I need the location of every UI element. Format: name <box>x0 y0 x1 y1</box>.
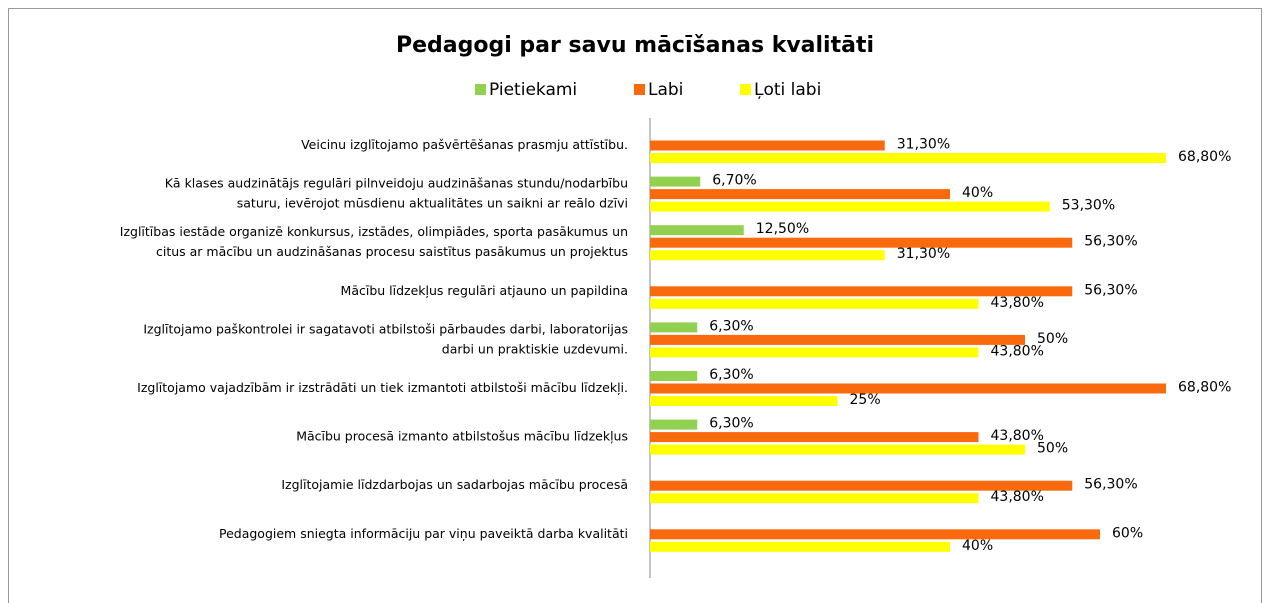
legend-label: Labi <box>648 80 683 100</box>
value-label: 25% <box>850 392 881 408</box>
category-label: Mācību līdzekļus regulāri atjauno un pap… <box>341 283 628 298</box>
bar <box>650 225 744 236</box>
value-label: 68,80% <box>1178 149 1231 165</box>
bar <box>650 529 1100 540</box>
value-label: 6,30% <box>709 367 753 383</box>
category-label: Veicinu izglītojamo pašvērtēšanas prasmj… <box>301 137 628 152</box>
category-label: Izglītojamo vajadzībām ir izstrādāti un … <box>137 380 628 395</box>
value-label: 56,30% <box>1084 477 1137 493</box>
bar <box>650 153 1166 163</box>
value-label: 31,30% <box>897 137 950 153</box>
value-label: 68,80% <box>1178 380 1231 396</box>
bar <box>650 480 1073 491</box>
bar <box>650 347 979 358</box>
legend-swatch <box>634 84 645 95</box>
bar <box>650 419 698 430</box>
category-label: saturu, ievērojot mūsdienu aktualitātes … <box>237 196 628 211</box>
value-label: 43,80% <box>991 428 1044 444</box>
value-label: 56,30% <box>1084 282 1137 298</box>
chart-title: Pedagogi par savu mācīšanas kvalitāti <box>396 33 874 58</box>
legend-swatch <box>475 84 486 95</box>
value-label: 43,80% <box>991 343 1044 359</box>
value-label: 31,30% <box>897 246 950 262</box>
value-label: 6,30% <box>709 318 753 334</box>
bar <box>650 140 885 151</box>
category-label: Mācību procesā izmanto atbilstošus mācīb… <box>296 429 628 444</box>
bar <box>650 176 701 187</box>
category-label: Izglītojamie līdzdarbojas un sadarbojas … <box>281 477 628 492</box>
bar <box>650 432 979 443</box>
bar <box>650 189 950 200</box>
bar <box>650 371 698 381</box>
value-label: 56,30% <box>1084 234 1137 250</box>
bar <box>650 298 979 309</box>
value-label: 43,80% <box>991 295 1044 311</box>
bar <box>650 493 979 504</box>
value-label: 50% <box>1037 331 1068 347</box>
legend-label: Pietiekami <box>489 80 577 100</box>
category-label: Izglītības iestāde organizē konkursus, i… <box>120 224 628 239</box>
value-label: 43,80% <box>991 489 1044 505</box>
bar <box>650 237 1073 248</box>
value-label: 6,30% <box>709 416 753 432</box>
value-label: 6,70% <box>712 173 756 189</box>
bar <box>650 444 1025 455</box>
category-label: Izglītojamo paškontrolei ir sagatavoti a… <box>143 321 628 336</box>
value-label: 60% <box>1112 525 1143 541</box>
bar <box>650 541 950 552</box>
category-label: Pedagogiem sniegta informāciju par viņu … <box>219 526 628 541</box>
value-label: 40% <box>962 538 993 554</box>
bar <box>650 250 885 261</box>
category-label: darbi un praktiskie uzdevumi. <box>442 341 628 356</box>
value-label: 40% <box>962 185 993 201</box>
value-label: 12,50% <box>756 221 809 237</box>
bar <box>650 286 1073 297</box>
bar <box>650 322 698 333</box>
category-label: Kā klases audzinātājs regulāri pilnveido… <box>165 176 628 191</box>
category-label: citus ar mācību un audzināšanas procesu … <box>156 244 628 259</box>
bar <box>650 383 1166 394</box>
bar <box>650 334 1025 345</box>
value-label: 50% <box>1037 441 1068 457</box>
legend-swatch <box>740 84 751 95</box>
bar <box>650 201 1050 212</box>
legend-label: Ļoti labi <box>754 80 821 100</box>
value-label: 53,30% <box>1062 198 1115 214</box>
chart-border <box>8 8 1262 603</box>
bar <box>650 396 838 406</box>
